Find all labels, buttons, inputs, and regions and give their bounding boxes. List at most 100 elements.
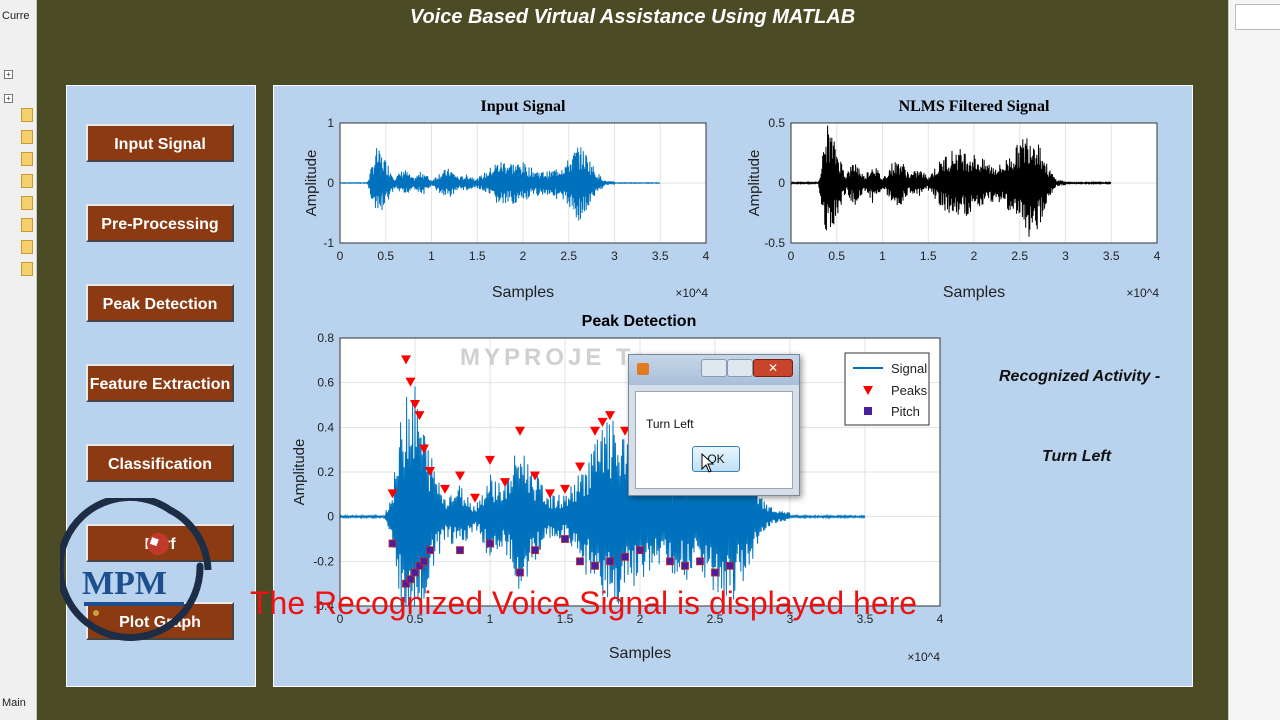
peak-marker bbox=[410, 400, 420, 409]
peak-marker bbox=[575, 462, 585, 472]
x-axis-label: Samples bbox=[492, 284, 554, 301]
axes-frame bbox=[339, 337, 941, 607]
y-tick-label: -1 bbox=[323, 236, 334, 250]
pitch-marker bbox=[531, 546, 539, 555]
peak-marker bbox=[387, 489, 398, 499]
peak-marker bbox=[605, 411, 615, 421]
legend-box bbox=[844, 352, 930, 426]
peak-marker bbox=[560, 484, 570, 494]
feature-extraction-button[interactable]: Feature Extraction bbox=[86, 364, 234, 402]
watermark-text: MYPROJE T bbox=[460, 344, 635, 371]
pitch-marker bbox=[621, 552, 629, 561]
x-tick-label: 3 bbox=[611, 249, 618, 263]
pitch-marker bbox=[516, 568, 524, 577]
y-tick-label: 0.6 bbox=[317, 376, 334, 390]
chart-title: NLMS Filtered Signal bbox=[899, 98, 1050, 115]
file-icon[interactable] bbox=[21, 240, 33, 254]
maximize-icon[interactable] bbox=[727, 359, 753, 377]
y-tick-label: 1 bbox=[327, 116, 334, 130]
input-signal-button[interactable]: Input Signal bbox=[86, 124, 234, 162]
x-exponent-label: ×10^4 bbox=[907, 650, 940, 664]
peak-marker bbox=[515, 426, 525, 436]
peak-marker bbox=[414, 411, 425, 421]
pitch-marker bbox=[456, 546, 464, 555]
peak-marker bbox=[405, 377, 416, 387]
pitch-marker bbox=[415, 561, 424, 570]
dialog-body: Turn Left OK bbox=[635, 391, 793, 489]
pitch-marker bbox=[591, 561, 599, 570]
legend-pitch-swatch bbox=[864, 407, 872, 415]
pitch-marker bbox=[486, 539, 494, 548]
file-icon[interactable] bbox=[21, 174, 33, 188]
pre-processing-button[interactable]: Pre-Processing bbox=[86, 204, 234, 242]
file-icon[interactable] bbox=[21, 218, 33, 232]
expand-icon[interactable]: + bbox=[4, 94, 13, 103]
mpm-logo: MPM bbox=[60, 498, 212, 641]
message-dialog: ✕ Turn Left OK bbox=[628, 354, 800, 496]
logo-mark-inner bbox=[149, 537, 159, 547]
classification-button[interactable]: Classification bbox=[86, 444, 234, 482]
pitch-marker bbox=[402, 579, 410, 588]
pitch-marker bbox=[561, 535, 569, 543]
y-tick-label: 0 bbox=[327, 510, 334, 524]
peak-marker bbox=[500, 478, 510, 488]
y-tick-label: -0.5 bbox=[764, 236, 785, 250]
expand-icon[interactable]: + bbox=[4, 70, 13, 79]
pitch-marker bbox=[576, 557, 584, 566]
x-tick-label: 3.5 bbox=[652, 249, 669, 263]
file-icon[interactable] bbox=[21, 130, 33, 144]
axes-frame bbox=[339, 122, 707, 244]
dialog-titlebar[interactable]: ✕ bbox=[629, 355, 799, 385]
peak-detection-button[interactable]: Peak Detection bbox=[86, 284, 234, 322]
y-tick-label: -0.4 bbox=[313, 599, 334, 613]
pitch-marker bbox=[606, 557, 614, 566]
current-folder-label: Curre bbox=[2, 10, 30, 22]
pitch-marker bbox=[666, 557, 674, 566]
y-axis-label: Amplitude bbox=[303, 150, 320, 217]
legend-label: Signal bbox=[891, 361, 927, 376]
x-tick-label: 1 bbox=[879, 249, 886, 263]
peak-marker bbox=[401, 355, 411, 365]
peak-marker bbox=[590, 426, 600, 436]
file-icon[interactable] bbox=[21, 152, 33, 166]
y-tick-label: 0.8 bbox=[317, 331, 334, 345]
x-tick-label: 0 bbox=[788, 249, 795, 263]
x-tick-label: 2 bbox=[520, 249, 527, 263]
x-tick-label: 0.5 bbox=[407, 612, 424, 626]
dialog-message: Turn Left bbox=[646, 417, 694, 431]
signal-line bbox=[790, 125, 1112, 237]
peak-marker bbox=[425, 467, 435, 476]
file-icon[interactable] bbox=[21, 108, 33, 122]
pitch-marker bbox=[696, 557, 704, 566]
x-tick-label: 0.5 bbox=[377, 249, 394, 263]
matlab-right-panel bbox=[1228, 0, 1280, 720]
pitch-marker bbox=[388, 539, 397, 548]
x-tick-label: 2.5 bbox=[1011, 249, 1028, 263]
x-tick-label: 4 bbox=[937, 612, 944, 626]
x-tick-label: 2.5 bbox=[707, 612, 724, 626]
figure-window: Voice Based Virtual Assistance Using MAT… bbox=[37, 0, 1228, 720]
peak-marker bbox=[455, 471, 465, 481]
pitch-marker bbox=[406, 575, 415, 584]
file-icon[interactable] bbox=[21, 196, 33, 210]
logo-text: MPM bbox=[82, 565, 167, 602]
peak-marker bbox=[470, 493, 480, 503]
x-tick-label: 1.5 bbox=[920, 249, 937, 263]
peak-marker bbox=[530, 471, 540, 481]
minimize-icon[interactable] bbox=[701, 359, 727, 377]
peak-marker bbox=[545, 489, 555, 499]
legend-label: Pitch bbox=[891, 404, 920, 419]
x-tick-label: 2 bbox=[971, 249, 978, 263]
peak-marker bbox=[419, 444, 429, 454]
y-axis-label: Amplitude bbox=[746, 150, 763, 217]
x-axis-label: Samples bbox=[609, 645, 671, 662]
caption-overlay: The Recognized Voice Signal is displayed… bbox=[250, 585, 918, 621]
chart-title: Input Signal bbox=[481, 98, 566, 115]
matlab-left-panel: Curre + + Main bbox=[0, 0, 37, 720]
file-icon[interactable] bbox=[21, 262, 33, 276]
y-tick-label: 0.5 bbox=[768, 116, 785, 130]
close-icon[interactable]: ✕ bbox=[753, 359, 793, 377]
x-axis-label: Samples bbox=[943, 284, 1005, 301]
x-tick-label: 1 bbox=[487, 612, 494, 626]
x-tick-label: 3 bbox=[787, 612, 794, 626]
